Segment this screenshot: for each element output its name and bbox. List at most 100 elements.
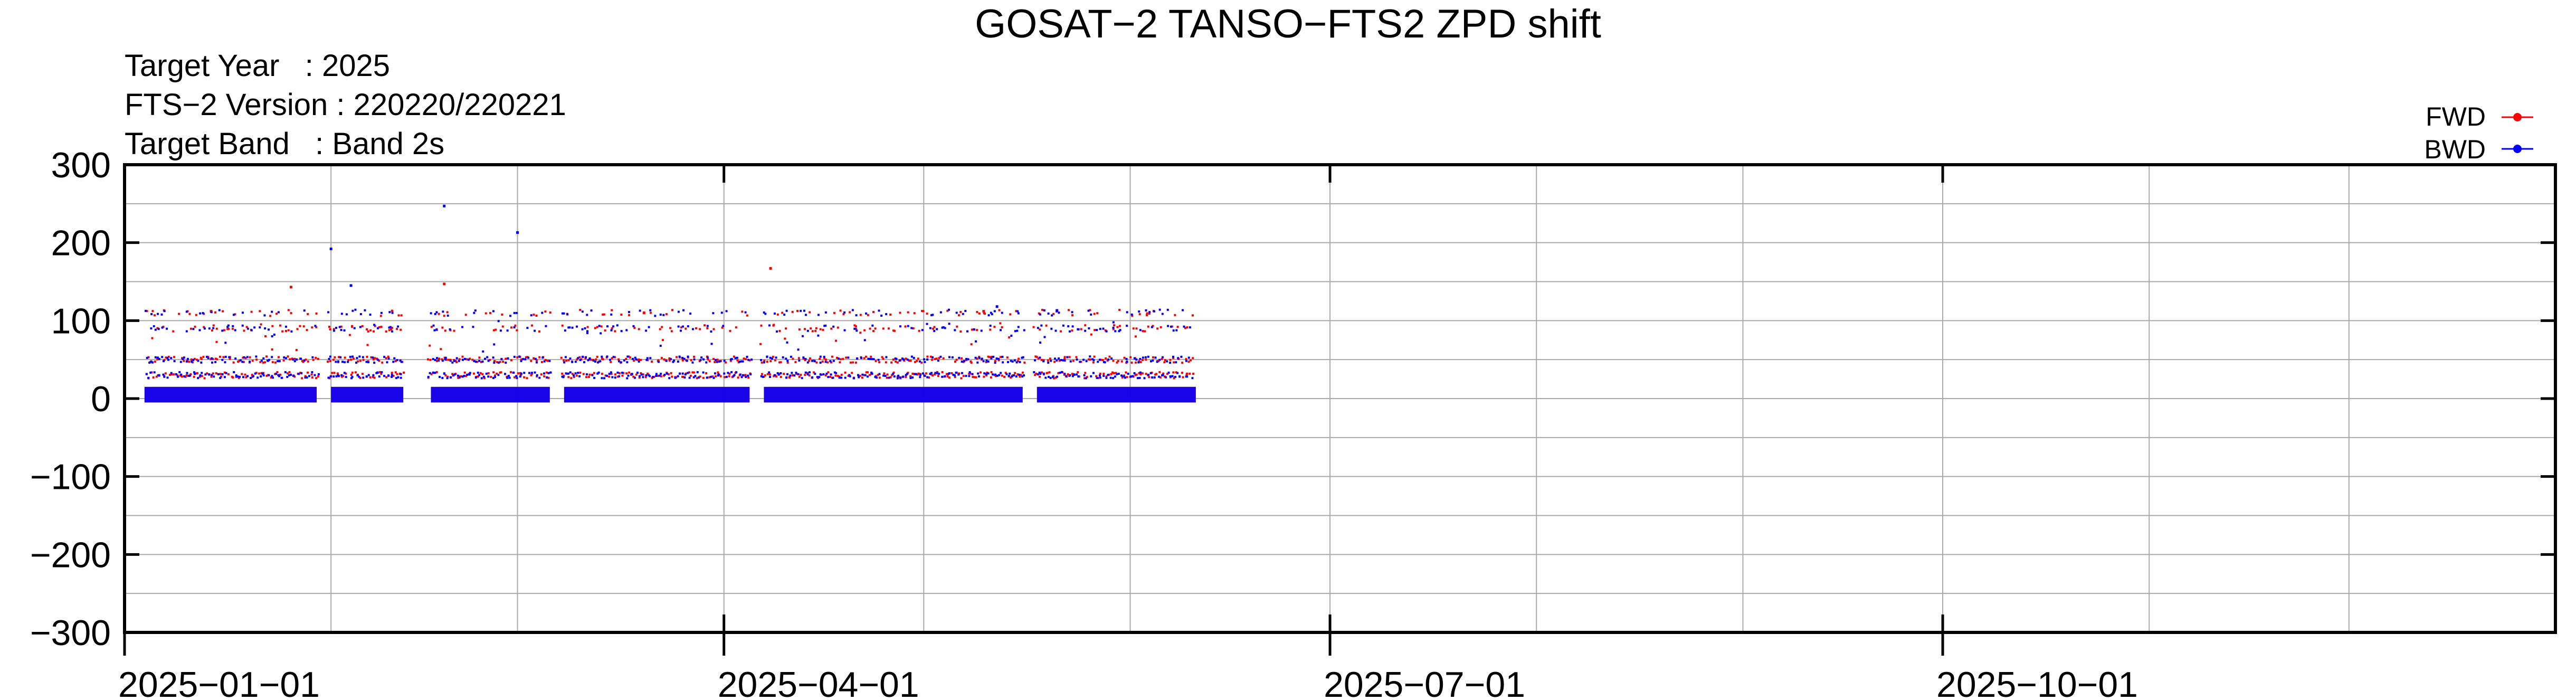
data-point xyxy=(187,374,189,377)
data-point xyxy=(783,373,785,375)
data-point xyxy=(601,377,603,380)
data-point xyxy=(328,358,330,361)
data-point xyxy=(438,313,440,315)
data-point xyxy=(351,309,354,312)
data-point xyxy=(737,361,740,364)
outlier-point xyxy=(642,311,645,315)
data-point xyxy=(907,311,909,314)
data-point xyxy=(763,361,765,364)
data-point xyxy=(1023,374,1025,377)
data-point xyxy=(200,361,203,364)
data-point xyxy=(315,356,317,359)
data-point xyxy=(714,358,717,361)
x-tick-label: 2025−01−01 xyxy=(118,665,320,700)
data-point xyxy=(1173,377,1175,380)
data-point xyxy=(931,314,934,316)
data-point xyxy=(762,375,764,378)
data-point xyxy=(827,371,830,374)
data-point xyxy=(1164,376,1167,379)
data-point xyxy=(197,377,199,380)
data-point xyxy=(231,327,234,330)
data-point xyxy=(183,360,185,362)
data-point xyxy=(1141,358,1144,361)
data-point xyxy=(586,330,588,333)
data-point xyxy=(301,377,303,380)
data-point xyxy=(570,377,573,380)
outlier-point xyxy=(349,284,353,287)
data-point xyxy=(1044,376,1047,379)
data-point xyxy=(1068,330,1071,333)
data-point xyxy=(1161,313,1164,315)
data-point xyxy=(610,329,613,332)
data-point xyxy=(490,375,492,378)
data-point xyxy=(261,372,264,375)
data-point xyxy=(588,358,591,361)
data-point xyxy=(655,373,658,375)
data-point xyxy=(156,356,159,359)
data-point xyxy=(957,314,960,317)
data-point xyxy=(1021,356,1023,359)
data-point xyxy=(1038,312,1040,315)
data-point xyxy=(396,328,398,330)
data-point xyxy=(926,376,929,379)
data-point xyxy=(399,360,402,362)
data-point xyxy=(832,360,835,362)
data-point xyxy=(857,374,859,376)
data-point xyxy=(154,360,156,363)
data-point xyxy=(626,361,629,364)
data-point xyxy=(922,310,925,313)
data-point xyxy=(640,358,642,361)
data-point xyxy=(691,328,694,330)
data-point xyxy=(373,324,376,326)
data-point xyxy=(1126,376,1128,379)
data-point xyxy=(776,372,779,374)
data-point xyxy=(349,356,351,358)
data-point xyxy=(683,376,686,379)
data-point xyxy=(863,339,866,342)
data-point xyxy=(331,372,334,374)
data-point xyxy=(667,373,670,375)
data-point xyxy=(914,373,916,375)
data-point xyxy=(839,309,842,312)
data-point xyxy=(224,342,227,344)
data-point xyxy=(439,376,441,379)
data-point xyxy=(706,327,709,329)
data-point xyxy=(206,372,208,375)
data-point xyxy=(269,315,272,317)
data-point xyxy=(315,326,318,328)
data-point xyxy=(842,357,844,360)
data-point xyxy=(515,311,518,314)
data-point xyxy=(365,375,368,378)
data-point xyxy=(383,356,386,358)
data-point xyxy=(505,362,507,364)
data-point xyxy=(872,330,875,333)
data-point xyxy=(533,357,535,360)
data-point xyxy=(681,356,683,359)
data-point xyxy=(902,375,905,378)
data-point xyxy=(224,355,227,358)
data-point xyxy=(837,357,840,360)
data-point xyxy=(293,360,296,363)
data-point xyxy=(766,361,768,363)
data-point xyxy=(999,322,1002,325)
data-point xyxy=(855,314,858,317)
data-point xyxy=(250,310,253,313)
data-point xyxy=(931,356,934,358)
data-point xyxy=(1077,328,1080,330)
data-point xyxy=(317,357,319,360)
data-point xyxy=(199,356,202,359)
data-point xyxy=(886,376,888,379)
data-point xyxy=(516,329,518,332)
data-point xyxy=(590,358,592,361)
data-point xyxy=(212,358,214,361)
data-point xyxy=(620,314,623,316)
data-point xyxy=(1113,372,1115,374)
data-point xyxy=(990,356,993,358)
data-point xyxy=(833,311,835,314)
data-point xyxy=(1173,361,1175,364)
data-point xyxy=(994,361,996,364)
data-point xyxy=(454,360,457,362)
data-point xyxy=(1037,357,1040,360)
data-point xyxy=(158,374,160,376)
data-point xyxy=(780,372,782,375)
